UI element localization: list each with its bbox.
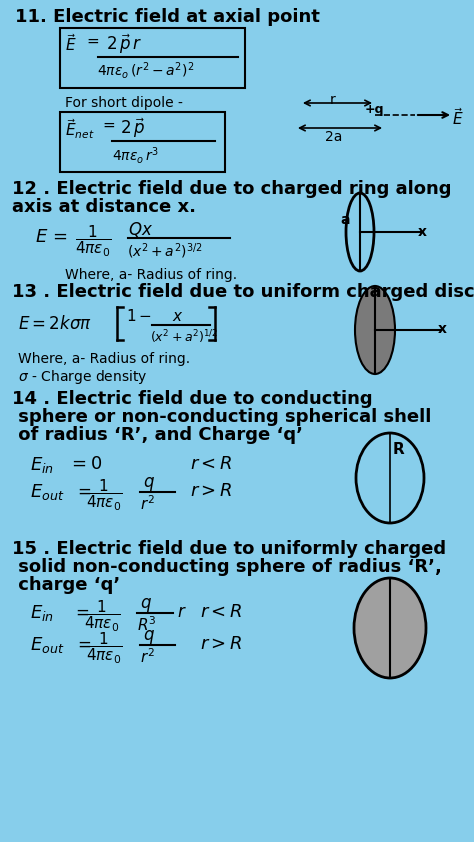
Text: $(x^2+a^2)^{3/2}$: $(x^2+a^2)^{3/2}$ xyxy=(127,241,202,261)
Text: R: R xyxy=(393,442,405,457)
Text: $2\,\vec{p}\,r$: $2\,\vec{p}\,r$ xyxy=(106,33,142,56)
Text: $4\pi\varepsilon_o\,r^3$: $4\pi\varepsilon_o\,r^3$ xyxy=(112,145,159,166)
Text: 15 . Electric field due to uniformly charged: 15 . Electric field due to uniformly cha… xyxy=(12,540,446,558)
Text: $=$: $=$ xyxy=(72,603,90,621)
Text: $r$: $r$ xyxy=(177,603,187,621)
Text: $x$: $x$ xyxy=(172,309,183,324)
Text: x: x xyxy=(418,225,427,239)
Text: r: r xyxy=(330,93,336,107)
Text: $E = 2k\sigma\pi$: $E = 2k\sigma\pi$ xyxy=(18,315,92,333)
Text: $\dfrac{1}{4\pi\varepsilon_0}$: $\dfrac{1}{4\pi\varepsilon_0}$ xyxy=(75,224,111,259)
Text: $r^2$: $r^2$ xyxy=(140,494,155,513)
Text: $(x^2+a^2)^{1/2}$: $(x^2+a^2)^{1/2}$ xyxy=(150,328,218,345)
Text: 2a: 2a xyxy=(325,130,342,144)
Text: $r < R$: $r < R$ xyxy=(200,603,242,621)
Text: Where, a- Radius of ring.: Where, a- Radius of ring. xyxy=(18,352,190,366)
Text: $\dfrac{1}{4\pi\varepsilon_0}$: $\dfrac{1}{4\pi\varepsilon_0}$ xyxy=(84,599,120,635)
Text: $=$: $=$ xyxy=(84,33,100,48)
Text: 13 . Electric field due to uniform charged disc: 13 . Electric field due to uniform charg… xyxy=(12,283,474,301)
Text: $2\,\vec{p}$: $2\,\vec{p}$ xyxy=(120,117,146,141)
Text: $\vec{E}$: $\vec{E}$ xyxy=(452,107,464,128)
Text: 14 . Electric field due to conducting: 14 . Electric field due to conducting xyxy=(12,390,373,408)
Text: $E\,=\,$: $E\,=\,$ xyxy=(35,228,68,246)
Text: $r^2$: $r^2$ xyxy=(140,647,155,666)
Text: $Qx$: $Qx$ xyxy=(128,220,153,239)
Text: $\vec{E}_{net}$: $\vec{E}_{net}$ xyxy=(65,117,95,141)
Text: $R^3$: $R^3$ xyxy=(137,615,156,634)
Text: sphere or non-conducting spherical shell: sphere or non-conducting spherical shell xyxy=(12,408,431,426)
Text: $1-$: $1-$ xyxy=(126,308,152,324)
Text: $q$: $q$ xyxy=(143,628,155,646)
Text: $\sigma$ - Charge density: $\sigma$ - Charge density xyxy=(18,368,147,386)
Text: $E_{in}$: $E_{in}$ xyxy=(30,455,54,475)
Text: $q$: $q$ xyxy=(140,596,152,614)
Bar xyxy=(60,112,225,172)
Text: $=$: $=$ xyxy=(74,635,91,653)
Text: 11. Electric field at axial point: 11. Electric field at axial point xyxy=(15,8,320,26)
Text: $\dfrac{1}{4\pi\varepsilon_0}$: $\dfrac{1}{4\pi\varepsilon_0}$ xyxy=(86,631,122,667)
Text: $q$: $q$ xyxy=(143,475,155,493)
Text: of radius ‘R’, and Charge ‘q’: of radius ‘R’, and Charge ‘q’ xyxy=(12,426,303,444)
Text: $r < R$: $r < R$ xyxy=(190,455,232,473)
Text: 12 . Electric field due to charged ring along: 12 . Electric field due to charged ring … xyxy=(12,180,452,198)
Bar xyxy=(60,28,245,88)
Text: x: x xyxy=(438,322,447,336)
Text: $\dfrac{1}{4\pi\varepsilon_0}$: $\dfrac{1}{4\pi\varepsilon_0}$ xyxy=(86,478,122,514)
Text: axis at distance x.: axis at distance x. xyxy=(12,198,196,216)
Text: $4\pi\varepsilon_o\,(r^2 - a^2)^2$: $4\pi\varepsilon_o\,(r^2 - a^2)^2$ xyxy=(97,60,194,81)
Ellipse shape xyxy=(354,578,426,678)
Text: For short dipole -: For short dipole - xyxy=(65,96,183,110)
Text: $E_{in}$: $E_{in}$ xyxy=(30,603,54,623)
Text: $\vec{E}$: $\vec{E}$ xyxy=(65,33,77,54)
Text: $= 0$: $= 0$ xyxy=(68,455,102,473)
Text: $=$: $=$ xyxy=(74,482,91,500)
Text: Where, a- Radius of ring.: Where, a- Radius of ring. xyxy=(65,268,237,282)
Text: $r > R$: $r > R$ xyxy=(200,635,242,653)
Text: $E_{out}$: $E_{out}$ xyxy=(30,482,64,502)
Text: a: a xyxy=(340,213,349,227)
Text: $E_{out}$: $E_{out}$ xyxy=(30,635,64,655)
Text: +q: +q xyxy=(365,103,384,116)
Text: charge ‘q’: charge ‘q’ xyxy=(12,576,120,594)
Text: $r > R$: $r > R$ xyxy=(190,482,232,500)
Text: $=$: $=$ xyxy=(100,117,116,132)
Ellipse shape xyxy=(355,286,395,374)
Text: solid non-conducting sphere of radius ‘R’,: solid non-conducting sphere of radius ‘R… xyxy=(12,558,442,576)
